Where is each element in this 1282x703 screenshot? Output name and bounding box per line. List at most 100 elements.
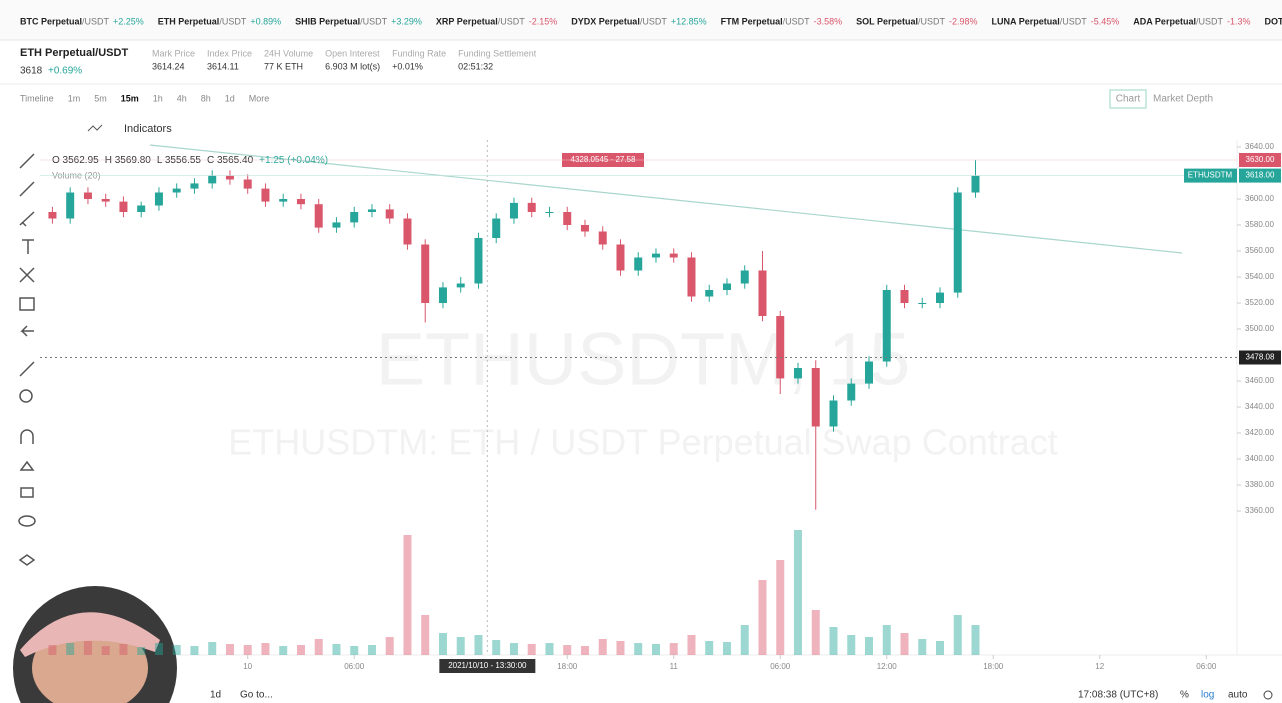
y-tick-label: 3380.00 — [1245, 480, 1274, 489]
volume-bar — [279, 646, 288, 655]
x-tick-label: 11 — [670, 662, 679, 671]
ticker-symbol[interactable]: LUNA Perpetual — [992, 16, 1060, 26]
y-tick-label: 3420.00 — [1245, 428, 1274, 437]
stat-label: 24H Volume — [264, 48, 313, 58]
interval[interactable]: Timeline — [20, 93, 54, 103]
depth-tab[interactable]: Market Depth — [1153, 94, 1213, 105]
interval[interactable]: 1h — [153, 93, 163, 103]
volume-bar — [172, 645, 181, 655]
x-tick-label: 18:00 — [983, 662, 1004, 671]
candle-body — [971, 175, 980, 193]
x-tick-label: 12 — [1095, 662, 1104, 671]
ticker-quote: /USDT — [82, 16, 110, 26]
chart-tab[interactable]: Chart — [1116, 94, 1141, 105]
ticker-quote: /USDT — [1196, 16, 1224, 26]
ticker-symbol[interactable]: FTM Perpetual — [721, 16, 783, 26]
stat-value: 3614.24 — [152, 61, 185, 71]
stat-value: 02:51:32 — [458, 61, 493, 71]
ticker-symbol[interactable]: ETH Perpetual — [158, 16, 220, 26]
y-tick-label: 3460.00 — [1245, 376, 1274, 385]
y-tick-label: 3440.00 — [1245, 402, 1274, 411]
candle-body — [137, 205, 146, 212]
ticker-change: -2.15% — [529, 16, 558, 26]
ticker-quote: /USDT — [219, 16, 247, 26]
volume-bar — [367, 645, 376, 655]
candle-body — [953, 192, 962, 293]
interval[interactable]: 15m — [121, 93, 139, 103]
ticker-symbol[interactable]: DOT Perpetual — [1264, 16, 1282, 26]
volume-bar — [438, 633, 447, 655]
percent-toggle[interactable]: % — [1180, 690, 1189, 701]
stat-label: Funding Rate — [392, 48, 446, 58]
candle-body — [385, 209, 394, 219]
drawing-tools[interactable] — [18, 153, 36, 566]
webcam-overlay — [13, 586, 177, 703]
volume-bar — [811, 610, 820, 655]
log-toggle[interactable]: log — [1201, 690, 1214, 701]
volume-bar — [137, 647, 146, 655]
range-button[interactable]: 1d — [210, 690, 221, 701]
interval[interactable]: More — [249, 93, 270, 103]
ticker-symbol[interactable]: ADA Perpetual — [1133, 16, 1196, 26]
candle-body — [918, 303, 927, 304]
settings-icon[interactable] — [1263, 690, 1273, 700]
volume-bar — [456, 637, 465, 655]
volume-bar — [545, 643, 554, 655]
volume-bar — [332, 644, 341, 655]
ticker-change: +0.89% — [250, 16, 281, 26]
candle-body — [66, 192, 75, 219]
candle-body — [509, 202, 518, 219]
ticker-quote: /USDT — [918, 16, 946, 26]
interval[interactable]: 1d — [225, 93, 235, 103]
volume-bar — [101, 646, 110, 655]
volume-bar — [900, 633, 909, 655]
stat-value: 77 K ETH — [264, 61, 303, 71]
volume-bar — [953, 615, 962, 655]
candle-body — [616, 244, 625, 271]
ticker-bar — [0, 0, 1282, 40]
ticker-symbol[interactable]: XRP Perpetual — [436, 16, 498, 26]
ticker-symbol[interactable]: DYDX Perpetual — [571, 16, 640, 26]
order-label: 4328.0545 · 27.58 — [571, 155, 636, 164]
candle-body — [882, 290, 891, 362]
ticker-symbol[interactable]: SHIB Perpetual — [295, 16, 360, 26]
candle-body — [811, 368, 820, 427]
ticker-quote: /USDT — [783, 16, 811, 26]
volume-bar — [190, 646, 199, 655]
candle-body — [119, 201, 128, 212]
indicators-button[interactable]: Indicators — [124, 123, 172, 135]
volume-bar — [793, 530, 802, 655]
volume-bar — [616, 641, 625, 655]
x-tick-label: 10 — [243, 662, 252, 671]
volume-bar — [634, 643, 643, 655]
volume-bar — [119, 644, 128, 655]
candle-body — [864, 361, 873, 384]
ticker-symbol[interactable]: SOL Perpetual — [856, 16, 918, 26]
y-tick-label: 3580.00 — [1245, 220, 1274, 229]
candle-body — [776, 316, 785, 379]
volume-bar — [651, 644, 660, 655]
symbol[interactable]: ETH Perpetual/USDT — [20, 47, 128, 59]
candle-body — [847, 383, 856, 401]
auto-toggle[interactable]: auto — [1228, 690, 1248, 701]
interval[interactable]: 8h — [201, 93, 211, 103]
ticker-symbol[interactable]: BTC Perpetual — [20, 16, 82, 26]
volume-bar — [154, 643, 163, 655]
y-tick-label: 3500.00 — [1245, 324, 1274, 333]
volume-bar — [261, 643, 270, 655]
price-change: +0.69% — [48, 66, 82, 77]
candle-body — [314, 204, 323, 228]
volume-bar — [474, 635, 483, 655]
interval[interactable]: 1m — [68, 93, 81, 103]
crosshair-time: 2021/10/10 - 13:30:00 — [448, 661, 527, 670]
goto-button[interactable]: Go to... — [240, 690, 273, 701]
interval[interactable]: 5m — [94, 93, 107, 103]
volume-bar — [208, 642, 217, 655]
trend-line[interactable] — [149, 144, 1183, 254]
last-label: 3618.00 — [1246, 171, 1275, 180]
last-symbol: ETHUSDTM — [1188, 171, 1233, 180]
volume-bar — [971, 625, 980, 655]
candle-body — [651, 253, 660, 258]
y-tick-label: 3520.00 — [1245, 298, 1274, 307]
interval[interactable]: 4h — [177, 93, 187, 103]
